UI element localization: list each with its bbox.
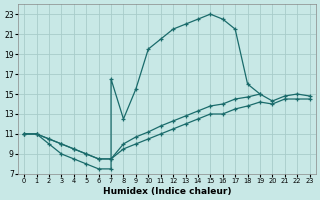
X-axis label: Humidex (Indice chaleur): Humidex (Indice chaleur) (103, 187, 231, 196)
